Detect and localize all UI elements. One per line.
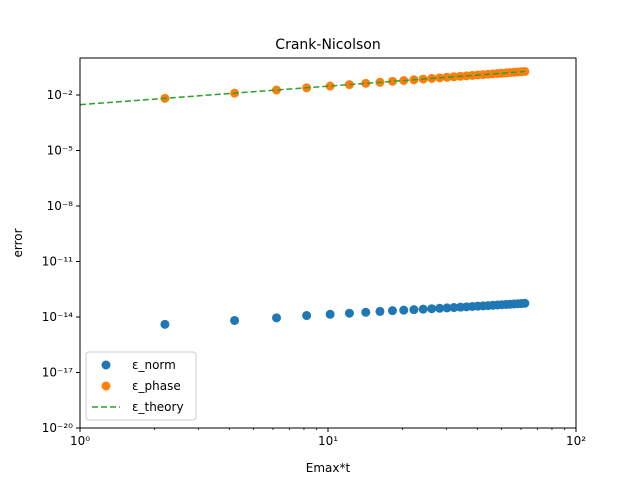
x-tick-label: 10² [566, 434, 586, 448]
data-point [160, 319, 170, 329]
data-point [302, 311, 312, 321]
y-tick-label: 10⁻² [47, 88, 74, 102]
data-point [375, 306, 385, 316]
x-tick-label: 10¹ [318, 434, 338, 448]
data-point [427, 304, 437, 314]
data-point [361, 307, 371, 317]
chart-title: Crank-Nicolson [275, 37, 380, 53]
data-point [230, 315, 240, 325]
y-tick-label: 10⁻²⁰ [42, 421, 73, 435]
data-point [344, 308, 354, 318]
y-tick-label: 10⁻⁸ [47, 199, 74, 213]
legend-box [85, 351, 197, 421]
data-point [387, 76, 397, 86]
data-point [272, 313, 282, 323]
data-point [449, 303, 459, 313]
legend-label: ε_norm [132, 358, 176, 372]
series-2 [79, 70, 525, 106]
data-point [399, 305, 409, 315]
data-point [272, 85, 282, 95]
x-tick-label: 10⁰ [70, 434, 90, 448]
data-point [418, 304, 428, 314]
series-0 [160, 298, 530, 329]
y-axis-label: error [11, 228, 25, 257]
legend: ε_norm ε_phase ε_theory [85, 351, 197, 421]
data-point [520, 298, 530, 308]
data-point [442, 303, 452, 313]
data-point [442, 72, 452, 82]
data-point [387, 306, 397, 316]
data-point [325, 81, 335, 91]
legend-label: ε_phase [132, 379, 181, 393]
data-point [361, 78, 371, 88]
legend-swatch [101, 360, 111, 370]
y-tick-label: 10⁻¹⁷ [42, 366, 73, 380]
y-tick-label: 10⁻⁵ [47, 144, 74, 158]
legend-item: ε_phase [101, 379, 181, 393]
y-tick-label: 10⁻¹¹ [42, 255, 73, 269]
x-axis-label: Emax*t [306, 461, 351, 475]
x-axis: 10⁰ 10¹ 10² [70, 428, 586, 448]
data-point [409, 305, 419, 315]
data-point [435, 303, 445, 313]
y-tick-label: 10⁻¹⁴ [42, 310, 73, 324]
legend-label: ε_theory [132, 400, 184, 414]
legend-swatch [101, 381, 111, 391]
plot-area [79, 66, 530, 329]
y-axis: 10⁻² 10⁻⁵ 10⁻⁸ 10⁻¹¹ 10⁻¹⁴ 10⁻¹⁷ 10⁻²⁰ [42, 88, 80, 435]
data-point [325, 309, 335, 319]
theory-line [79, 70, 525, 106]
legend-item: ε_theory [92, 400, 184, 414]
legend-item: ε_norm [101, 358, 176, 372]
